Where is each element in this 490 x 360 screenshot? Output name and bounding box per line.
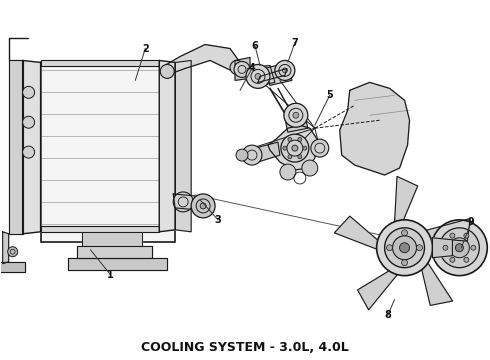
Circle shape	[377, 220, 433, 276]
Polygon shape	[340, 82, 410, 175]
Polygon shape	[163, 45, 240, 76]
Circle shape	[200, 203, 206, 209]
Text: 6: 6	[251, 41, 258, 50]
Polygon shape	[255, 142, 280, 162]
Circle shape	[280, 164, 296, 180]
Polygon shape	[394, 176, 417, 233]
Polygon shape	[268, 125, 318, 170]
Polygon shape	[159, 60, 175, 232]
Polygon shape	[258, 68, 287, 82]
Text: 9: 9	[468, 217, 475, 227]
Text: 2: 2	[142, 44, 148, 54]
Circle shape	[464, 257, 469, 262]
Circle shape	[303, 146, 307, 150]
Polygon shape	[334, 216, 388, 253]
Polygon shape	[9, 60, 23, 234]
Circle shape	[455, 244, 464, 252]
Circle shape	[230, 60, 244, 75]
Circle shape	[246, 64, 270, 88]
Polygon shape	[285, 115, 308, 132]
Text: 1: 1	[107, 270, 114, 280]
Circle shape	[298, 138, 302, 141]
Polygon shape	[358, 265, 405, 310]
Polygon shape	[433, 238, 452, 258]
Circle shape	[471, 245, 476, 250]
Circle shape	[401, 230, 408, 236]
Circle shape	[288, 155, 292, 159]
Circle shape	[392, 236, 416, 260]
Polygon shape	[248, 66, 275, 86]
Text: 5: 5	[326, 90, 333, 100]
Bar	[41, 62, 175, 242]
Circle shape	[450, 233, 455, 238]
Circle shape	[288, 138, 292, 141]
Polygon shape	[2, 232, 9, 264]
Circle shape	[311, 139, 329, 157]
Circle shape	[401, 260, 408, 266]
Circle shape	[275, 60, 295, 80]
Text: COOLING SYSTEM - 3.0L, 4.0L: COOLING SYSTEM - 3.0L, 4.0L	[141, 341, 349, 354]
Text: 7: 7	[292, 37, 298, 48]
Circle shape	[440, 228, 479, 268]
Circle shape	[387, 245, 392, 251]
Polygon shape	[68, 258, 167, 270]
Circle shape	[385, 228, 424, 268]
Circle shape	[8, 247, 18, 257]
Polygon shape	[419, 253, 453, 305]
Circle shape	[298, 155, 302, 159]
Polygon shape	[175, 60, 191, 232]
Circle shape	[23, 116, 35, 128]
Circle shape	[450, 257, 455, 262]
Circle shape	[173, 192, 193, 212]
Circle shape	[191, 194, 215, 218]
Circle shape	[255, 73, 261, 80]
Circle shape	[443, 245, 448, 250]
Circle shape	[282, 68, 287, 73]
Polygon shape	[235, 58, 250, 80]
Circle shape	[399, 243, 410, 253]
Circle shape	[23, 86, 35, 98]
Circle shape	[160, 64, 174, 78]
Polygon shape	[77, 246, 152, 258]
Circle shape	[416, 245, 422, 251]
Text: 4: 4	[248, 63, 255, 73]
Circle shape	[449, 238, 469, 258]
Circle shape	[236, 149, 248, 161]
Circle shape	[293, 112, 299, 118]
Bar	[41, 60, 159, 67]
Circle shape	[284, 103, 308, 127]
Polygon shape	[415, 219, 470, 241]
Text: 3: 3	[215, 215, 221, 225]
Circle shape	[234, 62, 250, 77]
Polygon shape	[173, 194, 197, 210]
Polygon shape	[82, 232, 142, 246]
Circle shape	[292, 145, 298, 151]
Bar	[41, 226, 159, 232]
Circle shape	[242, 145, 262, 165]
Text: 8: 8	[384, 310, 391, 320]
Polygon shape	[23, 60, 41, 234]
Polygon shape	[265, 62, 292, 85]
Circle shape	[432, 220, 488, 276]
Circle shape	[283, 146, 287, 150]
Circle shape	[302, 160, 318, 176]
Circle shape	[464, 233, 469, 238]
Polygon shape	[0, 262, 24, 272]
Circle shape	[23, 146, 35, 158]
Circle shape	[281, 134, 309, 162]
